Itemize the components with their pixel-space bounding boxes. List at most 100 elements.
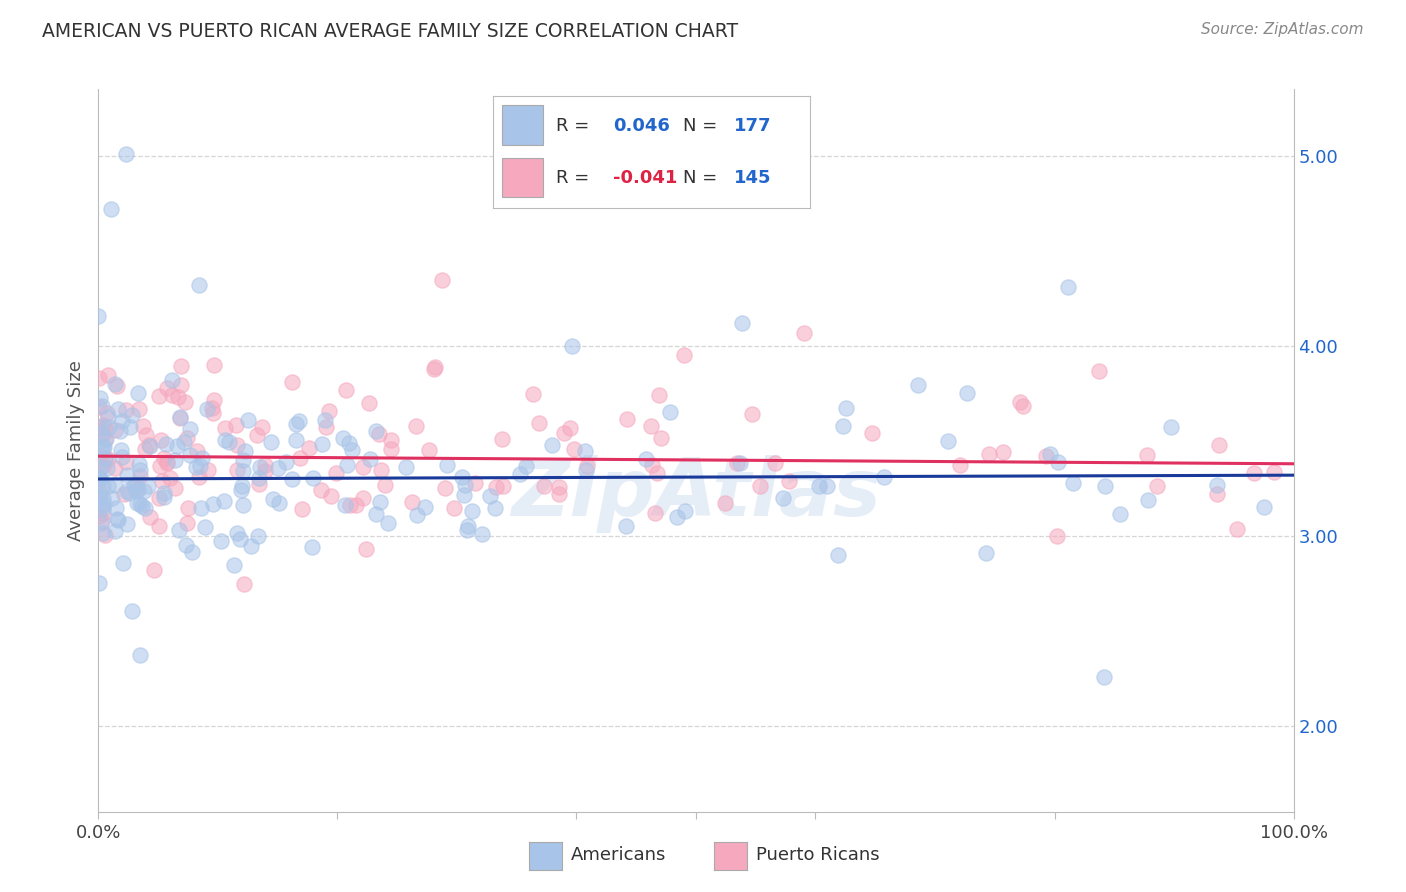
Point xyxy=(451,469,474,483)
Point xyxy=(425,360,447,375)
Point xyxy=(104,377,127,392)
Point xyxy=(155,437,177,451)
Point xyxy=(232,577,254,591)
Point xyxy=(201,401,224,415)
Point xyxy=(191,451,214,466)
Point xyxy=(335,384,357,398)
Point xyxy=(280,472,302,486)
Point xyxy=(149,458,172,473)
Point xyxy=(231,479,253,493)
Point xyxy=(148,389,170,403)
Point xyxy=(121,409,143,423)
Point xyxy=(91,502,114,516)
Point xyxy=(188,277,211,292)
Point xyxy=(96,461,118,475)
Point xyxy=(725,456,748,470)
Point xyxy=(1039,447,1062,461)
Point xyxy=(214,433,236,447)
Point xyxy=(290,450,312,465)
Point xyxy=(658,405,681,419)
Point xyxy=(1206,478,1229,492)
Point xyxy=(443,500,465,515)
Point xyxy=(96,432,118,446)
Point xyxy=(156,455,179,469)
Point xyxy=(405,418,427,433)
Point xyxy=(97,368,120,382)
Point xyxy=(370,463,392,477)
Point xyxy=(134,483,156,498)
Point xyxy=(115,483,138,498)
Point xyxy=(91,526,114,541)
Point xyxy=(253,458,276,473)
Point xyxy=(522,387,544,401)
Point xyxy=(1008,394,1031,409)
Point xyxy=(91,459,114,474)
Point xyxy=(174,395,197,409)
Point xyxy=(214,420,236,434)
Point xyxy=(547,487,569,501)
Point xyxy=(128,497,150,511)
Point xyxy=(87,470,110,484)
Point xyxy=(87,371,110,385)
Point xyxy=(457,519,479,533)
Point xyxy=(148,518,170,533)
Point xyxy=(202,393,225,408)
Point xyxy=(179,422,201,436)
Point xyxy=(267,496,290,510)
Point xyxy=(247,476,270,491)
Point xyxy=(90,499,112,513)
Point xyxy=(225,463,247,477)
Point xyxy=(169,523,191,537)
Point xyxy=(156,456,179,470)
Point xyxy=(118,486,141,500)
Point xyxy=(835,401,858,415)
Point xyxy=(749,479,772,493)
Point xyxy=(176,516,198,530)
Point xyxy=(558,129,581,144)
Point xyxy=(160,373,183,387)
Point xyxy=(152,490,174,504)
Point xyxy=(249,459,271,474)
Point xyxy=(325,466,347,480)
Point xyxy=(91,440,114,454)
Point xyxy=(1035,449,1057,463)
Point xyxy=(197,402,219,417)
Text: Americans: Americans xyxy=(571,847,666,864)
Point xyxy=(368,495,391,509)
Point xyxy=(359,396,381,410)
Point xyxy=(165,481,187,495)
Point xyxy=(267,460,290,475)
Point xyxy=(232,452,254,467)
Point xyxy=(436,458,458,472)
Point xyxy=(120,420,142,434)
Point xyxy=(352,460,374,475)
Point xyxy=(301,540,323,554)
Point xyxy=(575,463,598,477)
Point xyxy=(149,433,172,447)
Point xyxy=(97,410,120,425)
Point xyxy=(948,458,970,472)
Point xyxy=(471,527,494,541)
Point xyxy=(644,506,666,520)
Point xyxy=(91,418,114,433)
Point xyxy=(1011,399,1033,413)
Point xyxy=(173,434,195,449)
Point xyxy=(332,430,354,444)
Point xyxy=(112,487,135,501)
Point xyxy=(202,358,225,372)
Point xyxy=(250,419,273,434)
Point xyxy=(211,533,233,548)
Point xyxy=(337,435,360,450)
Point xyxy=(176,431,198,445)
Point xyxy=(1206,487,1229,501)
Point xyxy=(484,501,506,516)
Point xyxy=(380,433,402,447)
Point xyxy=(515,459,537,474)
Point xyxy=(314,413,336,427)
Point xyxy=(114,403,136,417)
Point xyxy=(232,498,254,512)
Point xyxy=(121,604,143,618)
Point xyxy=(186,444,208,458)
Point xyxy=(105,501,128,516)
Point xyxy=(201,497,224,511)
